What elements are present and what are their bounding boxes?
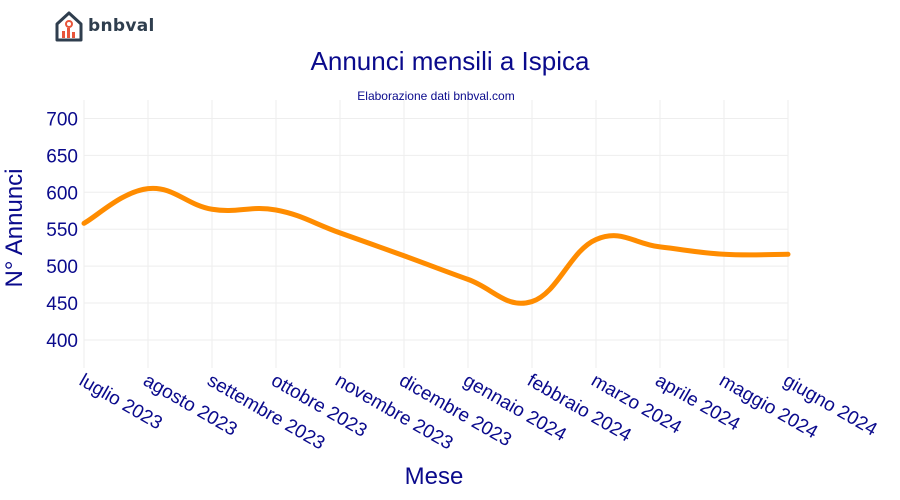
y-tick-label: 700 (46, 109, 78, 130)
chart-title: Annunci mensili a Ispica (311, 46, 590, 76)
y-tick-labels: 400 450 500 550 600 650 700 (46, 109, 78, 351)
y-tick-label: 550 (46, 220, 78, 241)
house-chart-icon (55, 11, 83, 42)
y-tick-label: 400 (46, 331, 78, 352)
y-gridlines (84, 117, 788, 341)
x-axis-title: Mese (405, 463, 464, 490)
brand-logo: bnbval (54, 10, 155, 42)
series-group (81, 185, 791, 306)
brand-name: bnbval (88, 16, 155, 36)
y-tick-label: 650 (46, 146, 78, 167)
y-tick-label: 450 (46, 294, 78, 315)
chart-subtitle: Elaborazione dati bnbval.com (357, 89, 514, 103)
x-gridlines (83, 100, 789, 368)
y-tick-label: 600 (46, 183, 78, 204)
series-line (81, 185, 791, 306)
y-axis-title: N° Annunci (1, 168, 28, 287)
y-tick-label: 500 (46, 257, 78, 278)
